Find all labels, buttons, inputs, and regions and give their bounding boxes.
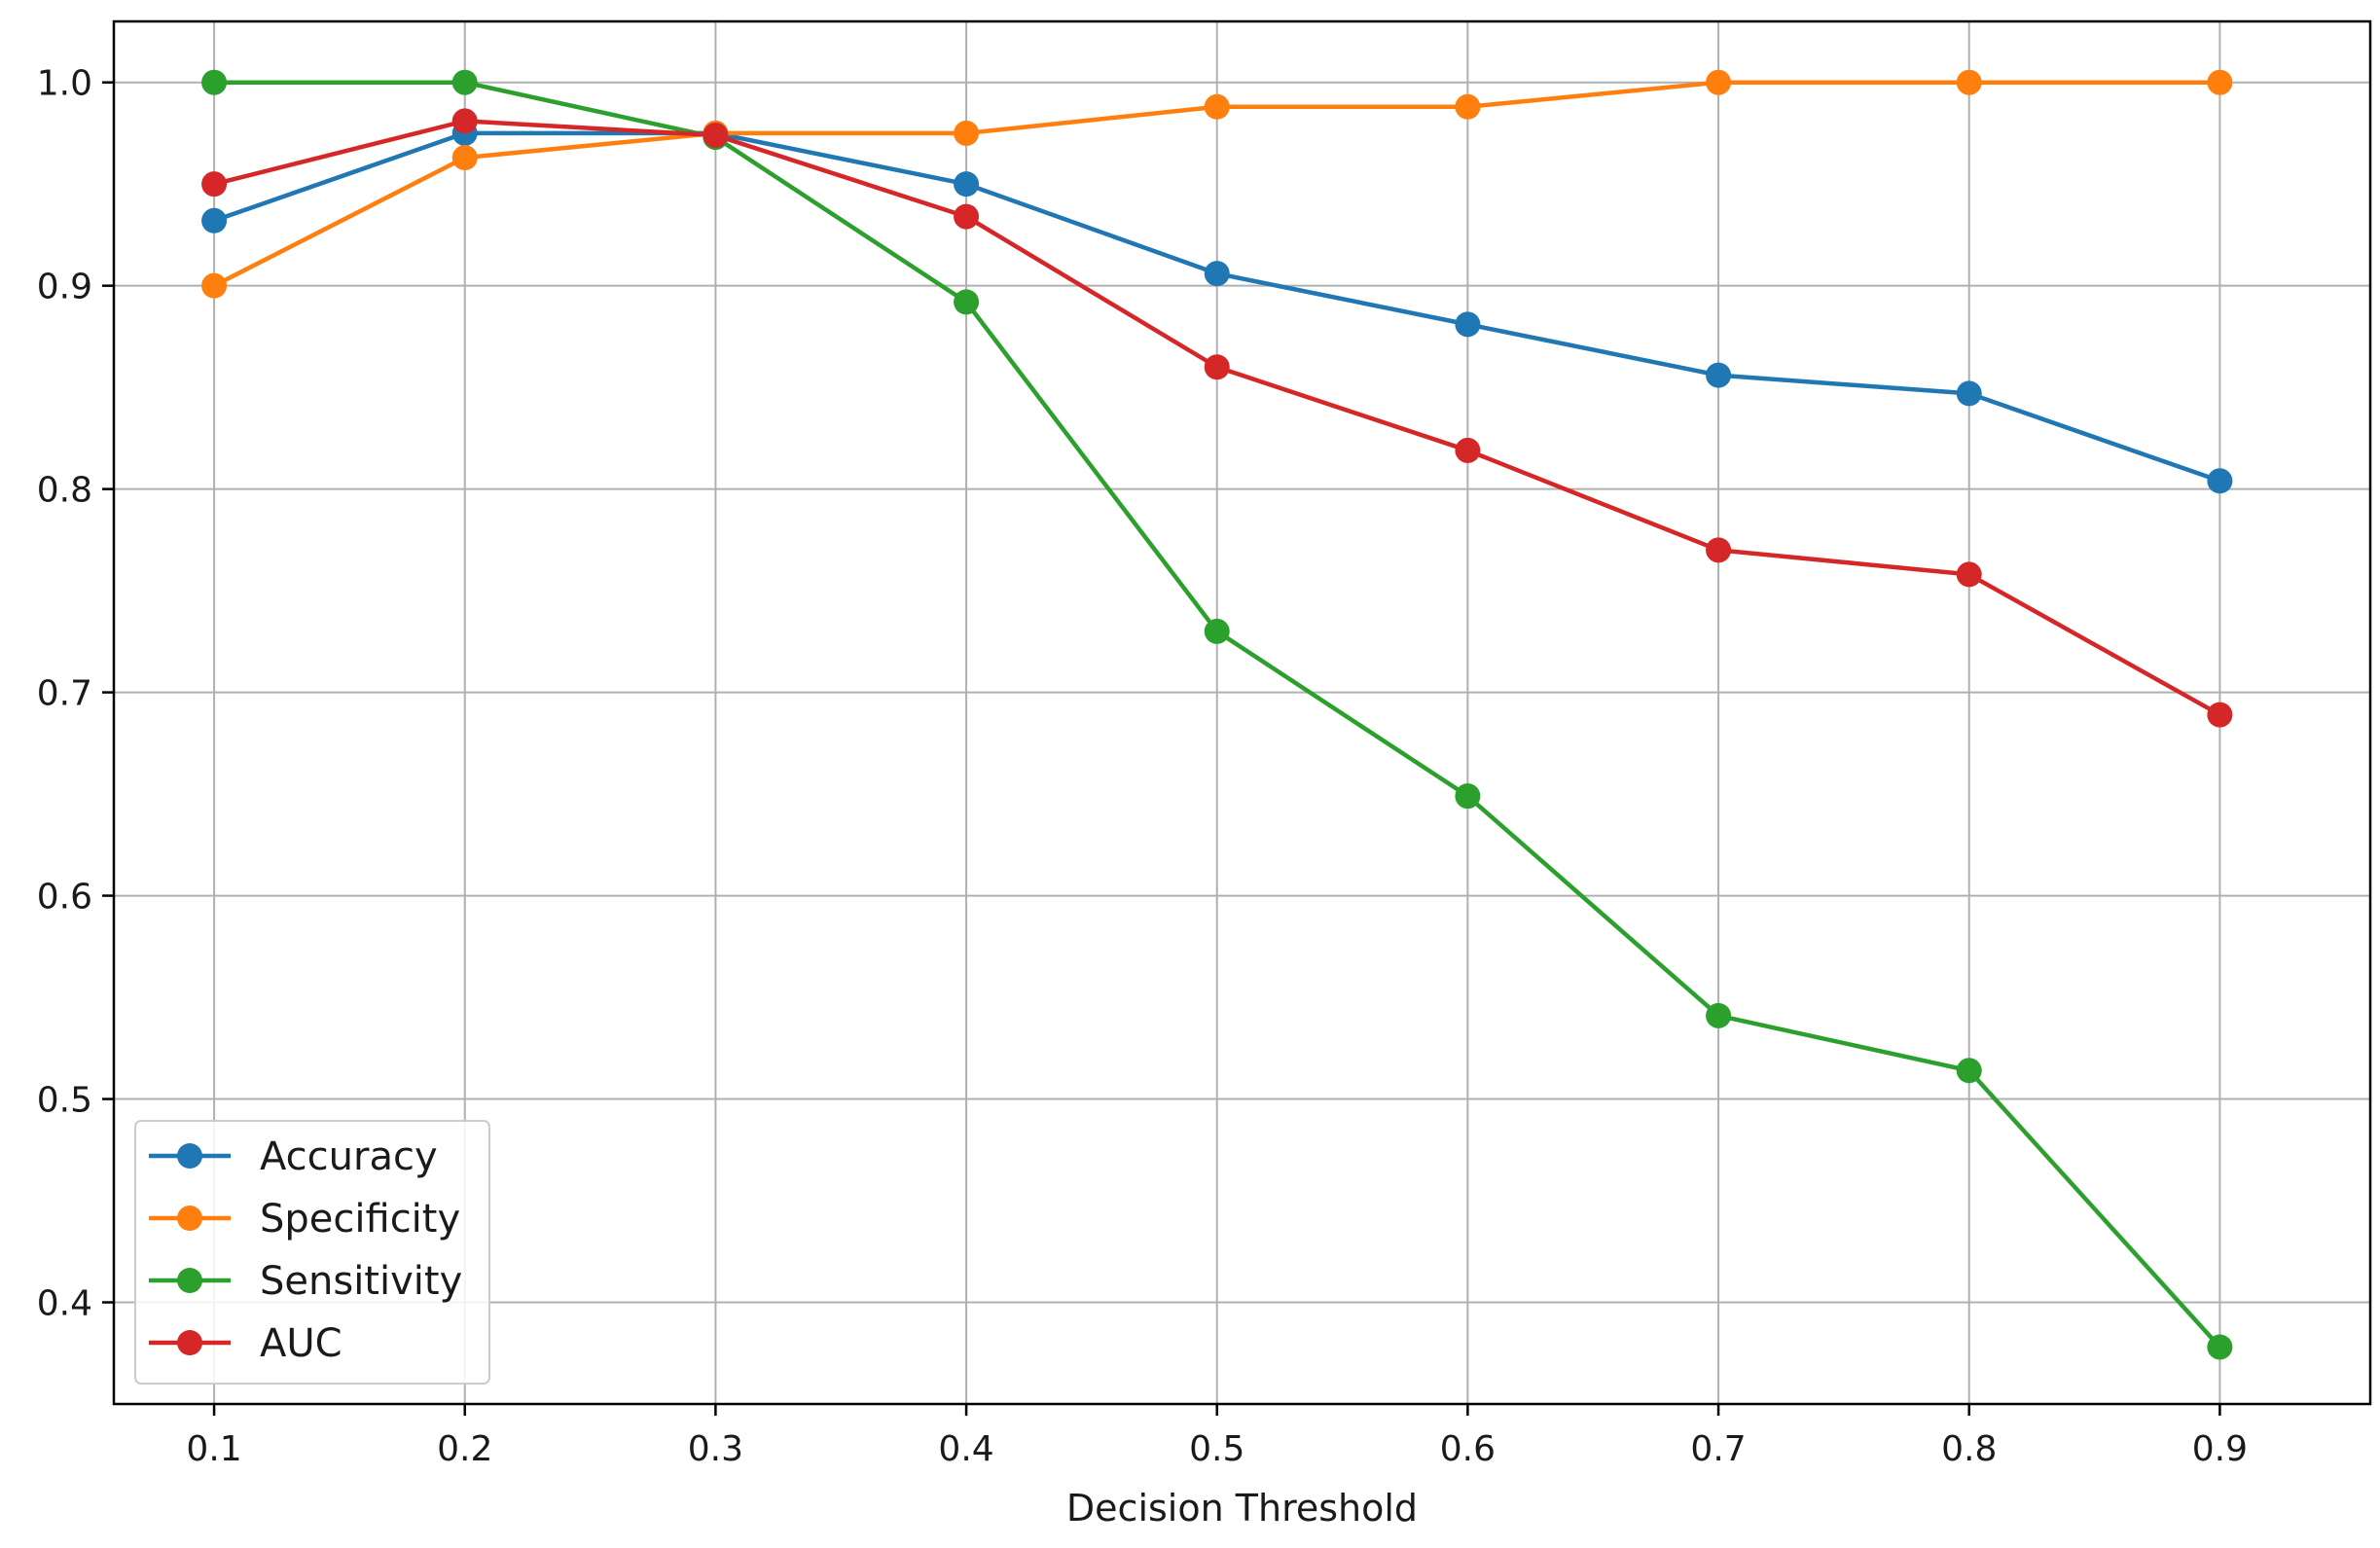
data-point-specificity xyxy=(201,272,228,299)
legend-label: Sensitivity xyxy=(260,1259,462,1304)
data-point-specificity xyxy=(1204,93,1230,120)
data-point-auc xyxy=(1956,561,1982,588)
legend: Accuracy Specificity Sensitivity AUC xyxy=(134,1120,490,1385)
legend-label: Accuracy xyxy=(260,1134,438,1179)
series-auc xyxy=(201,108,2233,728)
legend-item-accuracy: Accuracy xyxy=(149,1134,438,1179)
legend-label: Specificity xyxy=(260,1197,460,1242)
x-tick-label: 0.3 xyxy=(688,1429,743,1469)
legend-swatch-marker xyxy=(177,1268,202,1293)
data-point-auc xyxy=(703,123,729,149)
plot-frame xyxy=(112,19,2372,1406)
x-axis-ticks: 0.1 0.2 0.3 0.4 0.5 0.6 0.7 0.8 0.9 xyxy=(186,1404,2248,1469)
data-point-sensitivity xyxy=(201,69,228,95)
legend-swatch-marker xyxy=(177,1330,202,1355)
data-point-accuracy xyxy=(1455,311,1481,338)
data-point-sensitivity xyxy=(1706,1002,1732,1028)
data-point-sensitivity xyxy=(1455,783,1481,810)
x-tick-label: 0.1 xyxy=(186,1429,241,1469)
data-point-auc xyxy=(1204,354,1230,380)
data-point-auc xyxy=(1455,437,1481,463)
data-point-accuracy xyxy=(2207,468,2233,494)
data-point-accuracy xyxy=(954,171,980,198)
y-tick-label: 0.5 xyxy=(37,1081,92,1121)
data-point-sensitivity xyxy=(1956,1058,1982,1084)
data-point-accuracy xyxy=(201,207,228,234)
y-tick-label: 0.8 xyxy=(37,471,92,511)
x-tick-label: 0.2 xyxy=(437,1429,492,1469)
data-point-specificity xyxy=(1455,93,1481,120)
y-tick-label: 0.6 xyxy=(37,878,92,918)
data-point-accuracy xyxy=(1204,261,1230,287)
data-point-sensitivity xyxy=(2207,1334,2233,1360)
x-axis-title: Decision Threshold xyxy=(1066,1487,1418,1530)
x-tick-label: 0.9 xyxy=(2192,1429,2248,1469)
y-axis-ticks: 0.4 0.5 0.6 0.7 0.8 0.9 1.0 xyxy=(37,64,114,1324)
x-tick-label: 0.4 xyxy=(938,1429,993,1469)
legend-swatch-marker xyxy=(177,1206,202,1231)
legend-label: AUC xyxy=(260,1321,343,1366)
legend-swatch-marker xyxy=(177,1143,202,1169)
series-layer xyxy=(201,69,2233,1360)
x-tick-label: 0.5 xyxy=(1189,1429,1244,1469)
data-point-specificity xyxy=(2207,69,2233,95)
data-point-specificity xyxy=(1706,69,1732,95)
data-point-specificity xyxy=(1956,69,1982,95)
data-point-auc xyxy=(2207,702,2233,728)
data-point-auc xyxy=(451,108,478,134)
data-point-auc xyxy=(1706,537,1732,563)
data-point-sensitivity xyxy=(451,69,478,95)
legend-box xyxy=(134,1120,490,1385)
x-tick-label: 0.8 xyxy=(1941,1429,1997,1469)
x-tick-label: 0.6 xyxy=(1440,1429,1496,1469)
legend-item-specificity: Specificity xyxy=(149,1197,460,1242)
data-point-auc xyxy=(201,171,228,198)
y-tick-label: 0.4 xyxy=(37,1284,92,1324)
data-point-accuracy xyxy=(1956,380,1982,407)
y-tick-label: 0.7 xyxy=(37,674,92,714)
legend-item-auc: AUC xyxy=(149,1321,343,1366)
data-point-specificity xyxy=(451,145,478,171)
y-tick-label: 0.9 xyxy=(37,268,92,307)
legend-item-sensitivity: Sensitivity xyxy=(149,1259,462,1304)
x-tick-label: 0.7 xyxy=(1690,1429,1746,1469)
data-point-accuracy xyxy=(1706,362,1732,388)
y-tick-label: 1.0 xyxy=(37,64,92,104)
data-point-specificity xyxy=(954,120,980,146)
data-point-sensitivity xyxy=(1204,618,1230,644)
data-point-sensitivity xyxy=(954,289,980,315)
data-point-auc xyxy=(954,203,980,230)
